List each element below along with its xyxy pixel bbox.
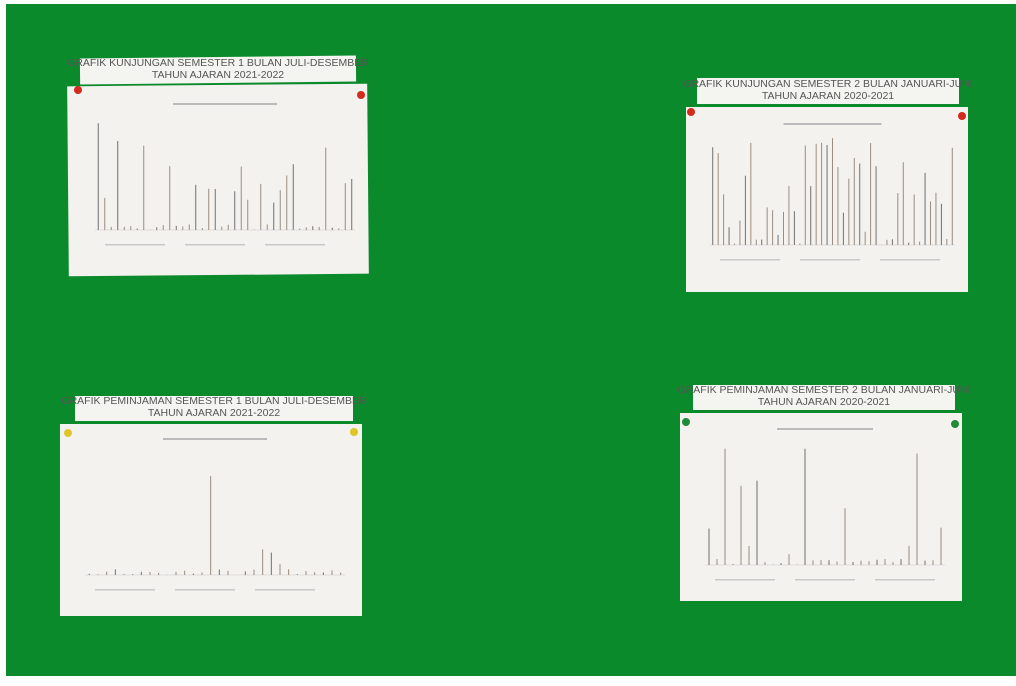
paper (67, 83, 369, 277)
pin (951, 420, 959, 428)
legend-scribble (95, 589, 155, 591)
pin (958, 112, 966, 120)
chart-title-scribble (163, 438, 267, 440)
label-strip (697, 78, 959, 104)
poster: GRAFIK KUNJUNGAN SEMESTER 2 BULAN JANUAR… (683, 78, 973, 292)
pin (687, 108, 695, 116)
legend-scribble (875, 579, 935, 581)
label-line: TAHUN AJARAN 2020-2021 (758, 396, 890, 408)
label-line: TAHUN AJARAN 2021-2022 (152, 69, 284, 81)
legend-scribble (800, 259, 860, 261)
label-line: TAHUN AJARAN 2020-2021 (762, 90, 894, 102)
label-line: GRAFIK PEMINJAMAN SEMESTER 1 BULAN JULI-… (61, 395, 367, 407)
pin (350, 428, 358, 436)
legend-scribble (720, 259, 780, 261)
legend-scribble (795, 579, 855, 581)
legend-scribble (265, 244, 325, 246)
label-line: GRAFIK PEMINJAMAN SEMESTER 2 BULAN JANUA… (678, 384, 971, 396)
legend-scribble (105, 244, 165, 246)
label-strip (693, 385, 955, 410)
poster: GRAFIK PEMINJAMAN SEMESTER 2 BULAN JANUA… (678, 384, 971, 601)
legend-scribble (715, 579, 775, 581)
chart-title-scribble (783, 123, 882, 125)
chart-title-scribble (777, 428, 873, 430)
legend-scribble (185, 244, 245, 246)
poster: GRAFIK KUNJUNGAN SEMESTER 1 BULAN JULI-D… (67, 55, 369, 277)
poster: GRAFIK PEMINJAMAN SEMESTER 1 BULAN JULI-… (60, 395, 367, 616)
label-strip (75, 396, 353, 421)
label-line: GRAFIK KUNJUNGAN SEMESTER 1 BULAN JULI-D… (67, 57, 369, 69)
label-strip (79, 55, 357, 85)
pin (682, 418, 690, 426)
legend-scribble (255, 589, 315, 591)
pin (64, 429, 72, 437)
label-line: TAHUN AJARAN 2021-2022 (148, 407, 280, 419)
label-line: GRAFIK KUNJUNGAN SEMESTER 2 BULAN JANUAR… (683, 78, 972, 90)
pin (74, 86, 82, 94)
legend-scribble (175, 589, 235, 591)
paper (680, 413, 962, 601)
legend-scribble (880, 259, 940, 261)
pin (357, 91, 365, 99)
chart-title-scribble (173, 103, 277, 105)
